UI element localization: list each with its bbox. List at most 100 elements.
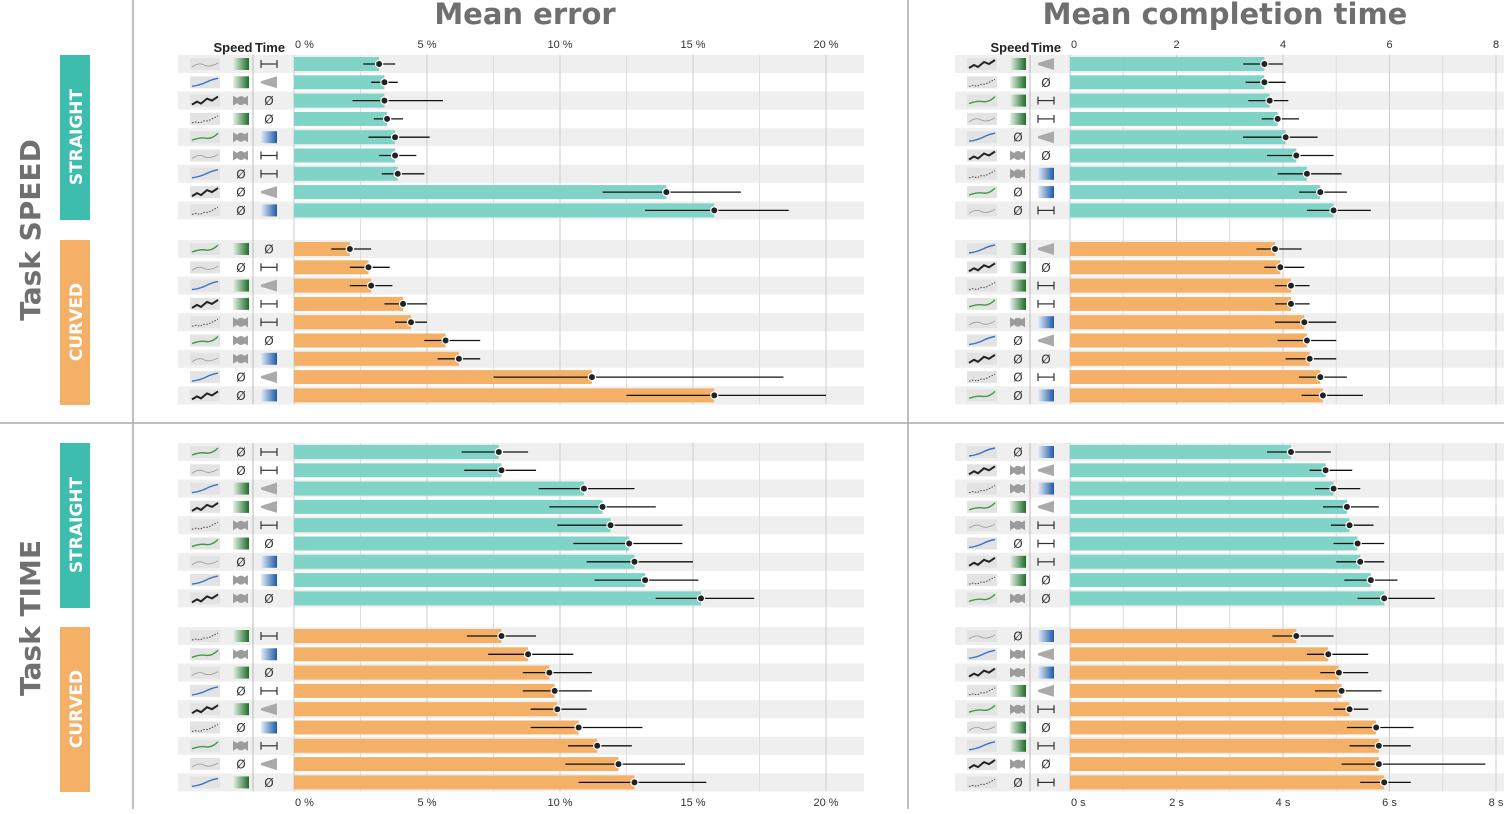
bar	[1070, 481, 1334, 496]
bone-icon	[236, 151, 246, 160]
title-mean-error: Mean error	[434, 0, 616, 31]
bar	[294, 775, 635, 790]
no-encoding-symbol: Ø	[1041, 758, 1050, 772]
sparkline-path	[191, 468, 219, 474]
cone-icon	[261, 758, 277, 771]
sparkline-thumbnail	[190, 131, 220, 144]
sparkline-thumbnail	[967, 94, 997, 107]
cone-icon	[261, 482, 277, 495]
cone-icon	[261, 703, 277, 716]
condition-block-straight-time	[60, 443, 90, 608]
bar	[1070, 720, 1377, 735]
green-gradient-icon	[233, 482, 249, 495]
x-tick-label: 10 %	[547, 39, 572, 51]
mean-point	[1302, 336, 1312, 345]
no-encoding-symbol: Ø	[236, 758, 245, 772]
mean-point	[624, 539, 634, 548]
mean-point	[1324, 650, 1333, 659]
bone-icon	[1013, 169, 1023, 179]
sparkline-path	[191, 593, 219, 604]
x-tick-label: 8	[1493, 39, 1499, 51]
mean-point	[550, 686, 559, 696]
sparkline-path	[191, 447, 219, 456]
mean-point	[1265, 96, 1274, 105]
bone-icon	[1013, 317, 1023, 327]
bar	[1070, 647, 1329, 662]
sparkline-path	[968, 556, 996, 567]
x-tick-label: 4 s	[1276, 797, 1291, 809]
sparkline-thumbnail	[190, 758, 220, 771]
no-encoding-symbol: Ø	[236, 261, 245, 275]
no-encoding-symbol: Ø	[1013, 334, 1022, 348]
green-gradient-icon	[1010, 243, 1026, 255]
bar	[294, 738, 598, 753]
task-label-time: Task TIME	[14, 540, 47, 696]
bar	[1070, 757, 1379, 772]
sparkline-path	[968, 59, 996, 69]
cone-icon	[1038, 243, 1054, 255]
bar	[294, 536, 630, 551]
green-gradient-icon	[233, 537, 249, 550]
mean-point	[1345, 521, 1354, 530]
x-tick-label: 4	[1280, 39, 1286, 51]
time-header-right: Time	[1031, 40, 1061, 55]
sparkline-thumbnail	[190, 58, 220, 70]
mean-point	[441, 336, 450, 345]
mean-point	[382, 114, 392, 124]
bar	[294, 757, 619, 772]
bar	[294, 166, 398, 181]
sparkline-thumbnail	[190, 446, 220, 458]
bar	[294, 130, 396, 145]
no-encoding-symbol: Ø	[1041, 352, 1050, 366]
sparkline-path	[968, 390, 996, 400]
no-encoding-symbol: Ø	[1041, 149, 1050, 163]
time-header-left: Time	[255, 40, 285, 55]
no-encoding-symbol: Ø	[264, 592, 273, 606]
mean-point	[398, 299, 408, 309]
sparkline-path	[968, 634, 996, 640]
sparkline-thumbnail	[190, 666, 220, 679]
mean-point	[390, 132, 400, 142]
sparkline-path	[191, 671, 219, 676]
sparkline-path	[968, 538, 996, 549]
x-tick-label: 8 s	[1489, 797, 1504, 809]
mean-point	[1286, 281, 1296, 290]
no-encoding-symbol: Ø	[1041, 592, 1050, 606]
blue-gradient-icon	[261, 648, 277, 661]
sparkline-path	[191, 95, 219, 106]
speed-header-right: Speed	[990, 40, 1029, 55]
sparkline-path	[191, 115, 219, 124]
green-gradient-icon	[233, 630, 249, 642]
mean-point	[587, 372, 597, 382]
sparkline-thumbnail	[190, 352, 220, 365]
mean-point	[710, 391, 719, 400]
row-band	[178, 276, 864, 295]
bar	[1070, 130, 1286, 145]
bar	[294, 148, 396, 163]
mean-point	[406, 318, 416, 327]
mean-point	[374, 59, 384, 69]
no-encoding-symbol: Ø	[236, 371, 245, 385]
sparkline-thumbnail	[190, 243, 220, 255]
mean-point	[497, 631, 506, 641]
mean-point	[523, 650, 533, 659]
row-band	[178, 128, 864, 147]
green-gradient-icon	[1010, 112, 1026, 125]
cone-icon	[261, 371, 277, 384]
cone-icon	[261, 500, 277, 513]
no-encoding-symbol: Ø	[1013, 630, 1022, 644]
green-gradient-icon	[233, 279, 249, 292]
green-gradient-icon	[1010, 684, 1026, 697]
bone-icon	[1013, 649, 1023, 659]
no-encoding-symbol: Ø	[264, 776, 273, 790]
condition-block-curved-time	[60, 627, 90, 792]
green-gradient-icon	[1010, 58, 1026, 70]
sparkline-path	[968, 353, 996, 364]
condition-label-curved-time: CURVED	[67, 670, 87, 748]
bone-icon	[1013, 151, 1023, 160]
bar	[294, 185, 667, 200]
sparkline-path	[968, 78, 996, 87]
bar	[294, 111, 388, 126]
blue-gradient-icon	[261, 721, 277, 734]
